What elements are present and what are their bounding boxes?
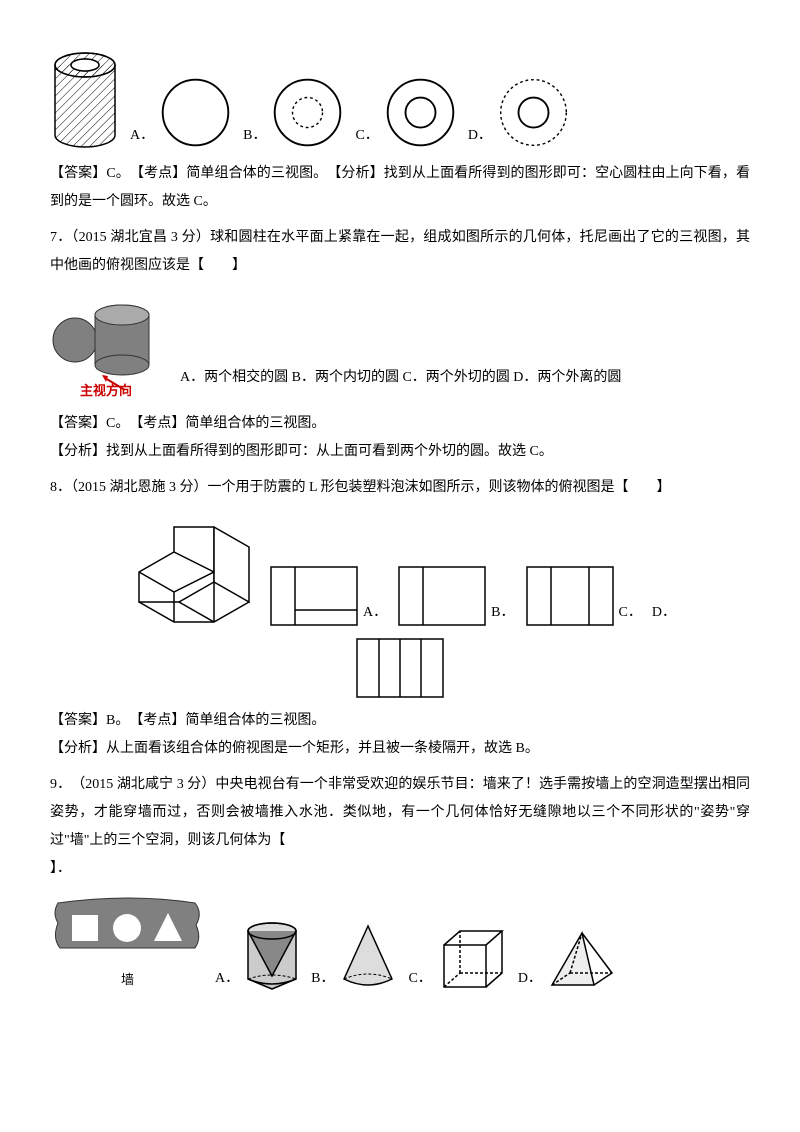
q8-extra-option — [50, 637, 750, 699]
q6-option-a: A． — [130, 75, 233, 150]
q7-direction: 主视方向 — [80, 383, 132, 398]
q9-question: 9． （2015 湖北咸宁 3 分）中央电视台有一个非常受欢迎的娱乐节目：墙来了… — [50, 771, 750, 855]
q7-analysis: 【分析】找到从上面看所得到的图形即可：从上面可看到两个外切的圆。故选 C。 — [50, 438, 750, 466]
q9-option-a: A． — [215, 921, 301, 993]
q7-images: 主视方向 A．两个相交的圆 B．两个内切的圆 C．两个外切的圆 D．两个外离的圆 — [50, 290, 750, 400]
q8-option-d: D． — [652, 599, 676, 627]
q6-option-d: D． — [468, 75, 571, 150]
q9-block: 9． （2015 湖北咸宁 3 分）中央电视台有一个非常受欢迎的娱乐节目：墙来了… — [50, 771, 750, 993]
q9-label-d: D． — [518, 965, 542, 993]
q7-figure: 主视方向 — [50, 290, 170, 400]
q8-images: A． B． C． D． — [50, 512, 750, 627]
q9-wall-label: 墙 — [121, 967, 134, 993]
q8-option-a: A． — [269, 565, 387, 627]
q9-wall: 墙 — [50, 893, 205, 993]
q8-label-d: D． — [652, 599, 676, 627]
q8-label-c: C． — [619, 599, 642, 627]
q9-question-end: 】． — [50, 855, 750, 883]
q9-option-c: C． — [408, 925, 507, 993]
q8-block: 8．（2015 湖北恩施 3 分）一个用于防震的 L 形包装塑料泡沫如图所示，则… — [50, 474, 750, 763]
q6-label-d: D． — [468, 122, 492, 150]
q8-label-b: B． — [491, 599, 514, 627]
q9-label-a: A． — [215, 965, 239, 993]
q9-label-b: B． — [311, 965, 334, 993]
q8-option-c: C． — [525, 565, 642, 627]
q8-question: 8．（2015 湖北恩施 3 分）一个用于防震的 L 形包装塑料泡沫如图所示，则… — [50, 474, 750, 502]
q6-label-c: C． — [355, 122, 378, 150]
q8-option-b: B． — [397, 565, 514, 627]
q8-analysis: 【分析】从上面看该组合体的俯视图是一个矩形，并且被一条棱隔开，故选 B。 — [50, 735, 750, 763]
q7-question: 7．（2015 湖北宜昌 3 分）球和圆柱在水平面上紧靠在一起，组成如图所示的几… — [50, 224, 750, 280]
q6-cylinder — [50, 50, 120, 150]
q6-option-b: B． — [243, 75, 345, 150]
q6-label-b: B． — [243, 122, 266, 150]
q6-block: A． B． C． D． — [50, 50, 750, 216]
q6-images: A． B． C． D． — [50, 50, 750, 150]
q9-images: 墙 A． B． C． — [50, 893, 750, 993]
q9-option-b: B． — [311, 921, 398, 993]
q6-answer: 【答案】C。 【考点】简单组合体的三视图。 【分析】找到从上面看所得到的图形即可… — [50, 160, 750, 216]
q7-options: A．两个相交的圆 B．两个内切的圆 C．两个外切的圆 D．两个外离的圆 — [180, 364, 621, 400]
q7-block: 7．（2015 湖北宜昌 3 分）球和圆柱在水平面上紧靠在一起，组成如图所示的几… — [50, 224, 750, 466]
q8-label-a: A． — [363, 599, 387, 627]
q9-label-c: C． — [408, 965, 431, 993]
q8-lshape — [124, 512, 259, 627]
q9-option-d: D． — [518, 929, 618, 993]
q7-answer: 【答案】C。 【考点】简单组合体的三视图。 — [50, 410, 750, 438]
q6-option-c: C． — [355, 75, 457, 150]
q8-answer: 【答案】B。 【考点】简单组合体的三视图。 — [50, 707, 750, 735]
q6-label-a: A． — [130, 122, 154, 150]
